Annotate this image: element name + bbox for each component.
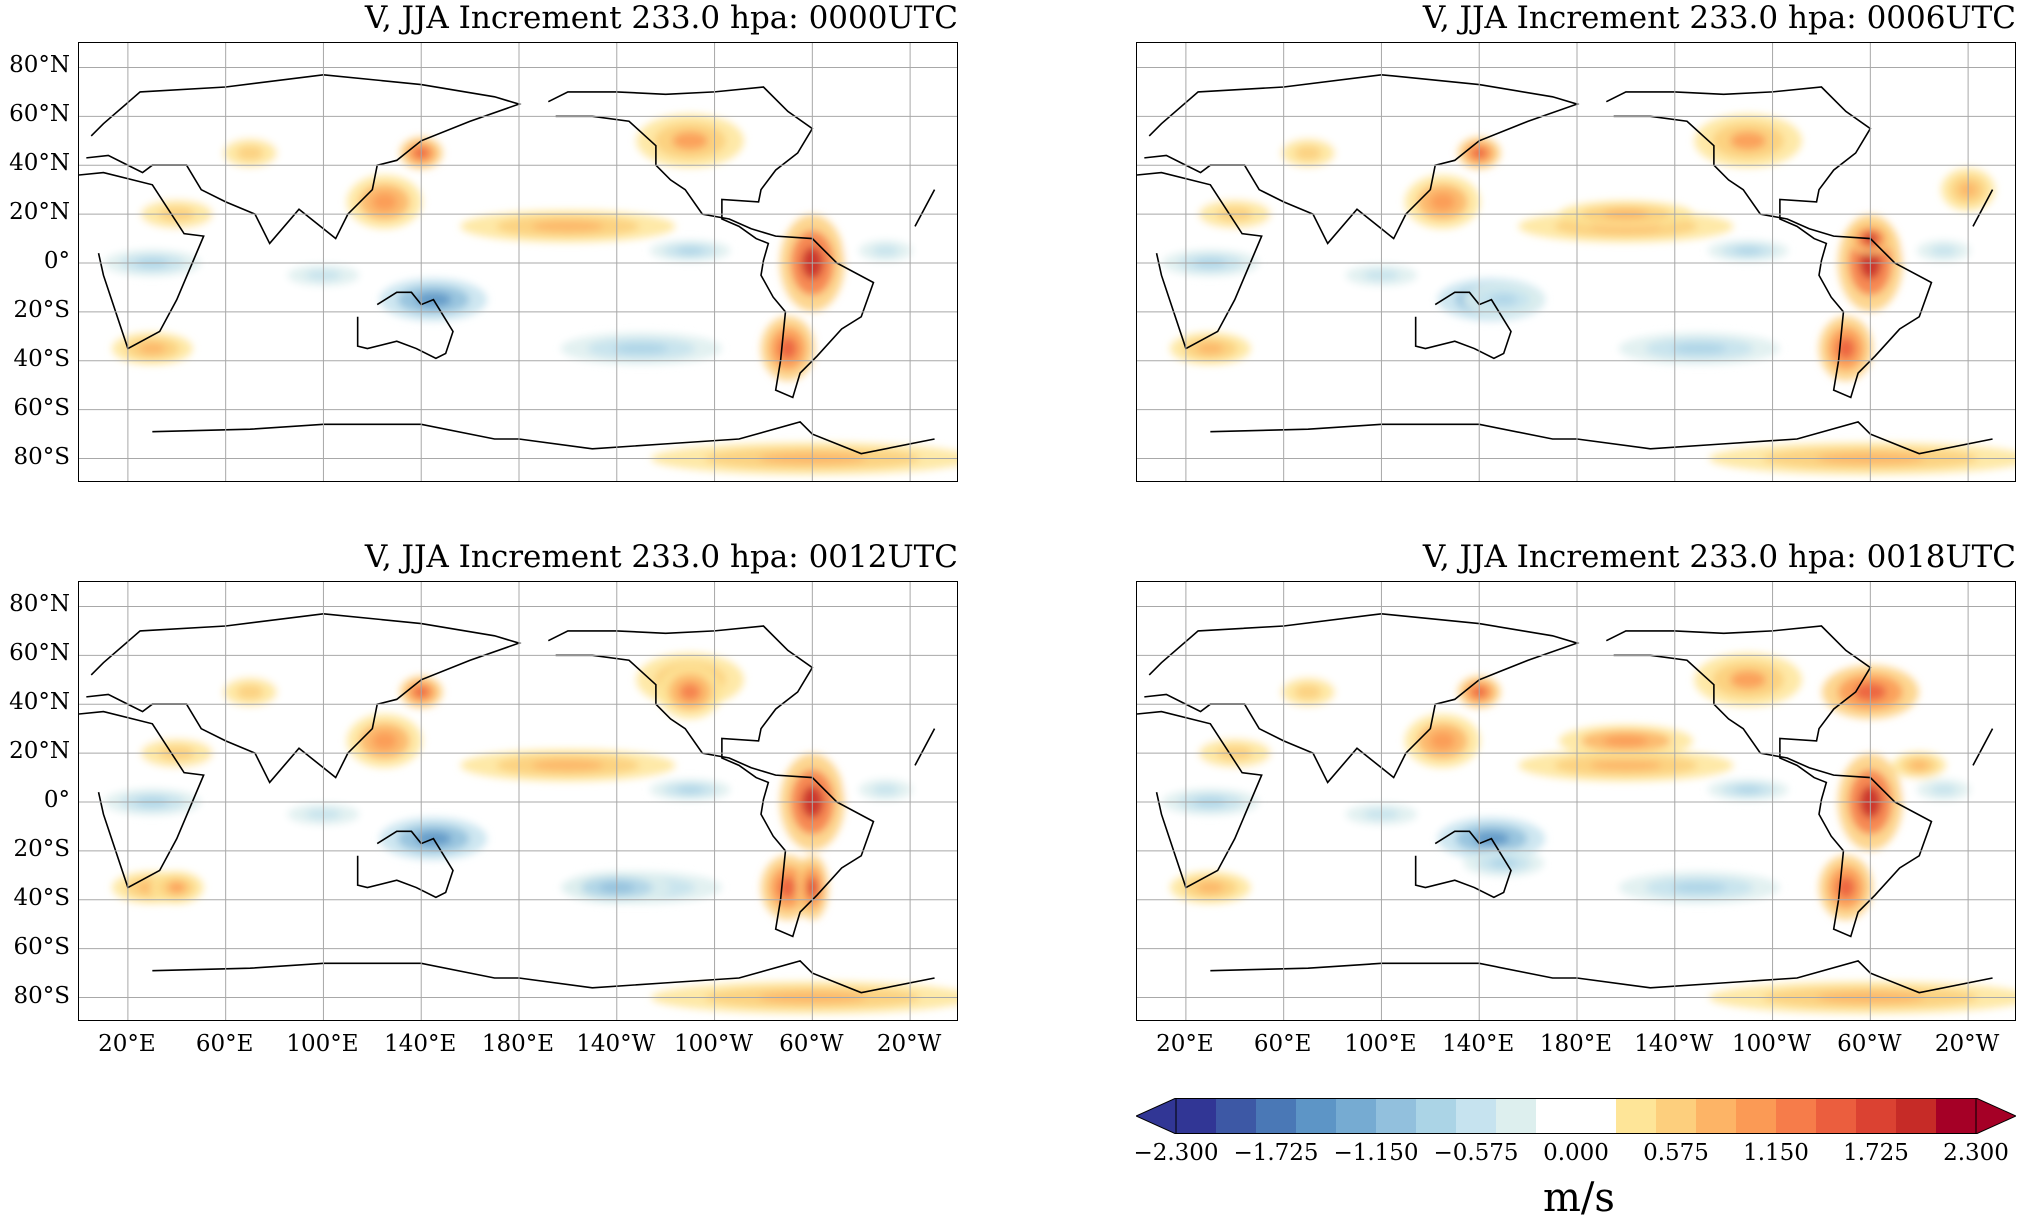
colorbar-segment: [1256, 1098, 1297, 1134]
colorbar-segment: [1896, 1098, 1937, 1134]
lat-tick-label: 40°S: [13, 345, 70, 372]
lon-tick-label: 140°W: [576, 1031, 656, 1057]
lon-tick-label: 60°W: [1837, 1031, 1902, 1057]
anomaly-field: [103, 652, 957, 1014]
colorbar-segment: [1336, 1098, 1377, 1134]
lon-tick-label: 20°E: [1156, 1031, 1214, 1057]
colorbar-segment: [1816, 1098, 1857, 1134]
lon-tick-label: 100°E: [1344, 1031, 1417, 1057]
colorbar-tick-label: 0.575: [1643, 1140, 1709, 1166]
lat-tick-label: 40°S: [13, 884, 70, 911]
lat-tick-label: 20°S: [13, 835, 70, 862]
lat-tick-label: 80°S: [13, 443, 70, 470]
colorbar-scale: [1134, 1097, 2018, 1135]
lon-tick-label: 140°W: [1634, 1031, 1714, 1057]
panel-title: V, JJA Increment 233.0 hpa: 0012UTC: [364, 539, 958, 575]
gridlines: [79, 43, 957, 481]
colorbar-segment: [1656, 1098, 1697, 1134]
colorbar-segment: [1576, 1098, 1617, 1134]
lat-tick-label: 60°S: [13, 394, 70, 421]
lon-tick-label: 20°E: [98, 1031, 156, 1057]
lat-tick-label: 20°S: [13, 296, 70, 323]
colorbar-segment: [1216, 1098, 1257, 1134]
panel-title: V, JJA Increment 233.0 hpa: 0006UTC: [1422, 0, 2016, 36]
anomaly-field: [1161, 113, 2015, 475]
lat-tick-label: 80°N: [9, 591, 70, 618]
lat-tick-label: 0°: [43, 248, 70, 274]
lat-tick-label: 40°N: [9, 150, 70, 177]
lon-tick-label: 140°E: [1442, 1031, 1515, 1057]
colorbar-units: m/s: [1543, 1175, 1615, 1221]
map-area: [78, 42, 958, 482]
map-panel-0000utc: V, JJA Increment 233.0 hpa: 0000UTC 80°N…: [9, 0, 958, 482]
map-canvas: [79, 582, 957, 1020]
lat-tick-label: 60°N: [9, 640, 70, 667]
gridlines: [1137, 43, 2015, 481]
colorbar-segment: [1496, 1098, 1537, 1134]
colorbar-segment: [1736, 1098, 1777, 1134]
lon-tick-label: 60°E: [1253, 1031, 1312, 1057]
lon-tick-label: 180°E: [481, 1031, 555, 1057]
colorbar-tick-label: −2.300: [1133, 1140, 1219, 1166]
lon-tick-label: 100°E: [286, 1031, 359, 1057]
map-area: [1136, 581, 2016, 1021]
colorbar-tick-label: 1.725: [1843, 1140, 1909, 1166]
anomaly-field: [103, 113, 957, 475]
colorbar-max-extend: [1975, 1097, 2018, 1135]
lon-tick-label: 100°W: [674, 1031, 754, 1057]
colorbar-tick-label: 1.150: [1743, 1140, 1809, 1166]
colorbar-tick-label: −1.150: [1333, 1140, 1419, 1166]
colorbar-segment: [1616, 1098, 1657, 1134]
colorbar-segment: [1936, 1098, 1977, 1134]
lon-tick-label: 60°W: [779, 1031, 844, 1057]
colorbar-tick-label: −0.575: [1433, 1140, 1519, 1166]
colorbar-segment: [1696, 1098, 1737, 1134]
map-panel-0006utc: V, JJA Increment 233.0 hpa: 0006UTC: [1136, 0, 2016, 482]
lat-tick-label: 60°N: [9, 101, 70, 128]
coastlines: [79, 73, 947, 455]
colorbar-segment: [1176, 1098, 1217, 1134]
lat-tick-label: 60°S: [13, 933, 70, 960]
map-canvas: [1137, 582, 2015, 1020]
lon-tick-label: 20°W: [1934, 1031, 2000, 1057]
colorbar-tick-label: 2.300: [1943, 1140, 2009, 1166]
colorbar-segment: [1416, 1098, 1457, 1134]
anomaly-field: [1161, 652, 2015, 1014]
colorbar: [1134, 1097, 2018, 1135]
panel-title: V, JJA Increment 233.0 hpa: 0018UTC: [1422, 539, 2016, 575]
colorbar-tick-label: −1.725: [1233, 1140, 1319, 1166]
gridlines: [1137, 582, 2015, 1020]
map-panel-0018utc: V, JJA Increment 233.0 hpa: 0018UTC 20°E…: [1136, 539, 2016, 1057]
lon-tick-label: 20°W: [876, 1031, 942, 1057]
colorbar-segment: [1456, 1098, 1497, 1134]
map-canvas: [1137, 43, 2015, 481]
map-area: [1136, 42, 2016, 482]
lon-tick-label: 180°E: [1539, 1031, 1613, 1057]
lon-tick-label: 60°E: [195, 1031, 254, 1057]
map-panel-0012utc: V, JJA Increment 233.0 hpa: 0012UTC 80°N…: [9, 539, 958, 1057]
colorbar-segment: [1296, 1098, 1337, 1134]
panel-title: V, JJA Increment 233.0 hpa: 0000UTC: [364, 0, 958, 36]
colorbar-segment: [1536, 1098, 1577, 1134]
colorbar-min-extend: [1134, 1097, 1177, 1135]
gridlines: [79, 582, 957, 1020]
map-area: [78, 581, 958, 1021]
colorbar-segment: [1776, 1098, 1817, 1134]
lat-tick-label: 80°S: [13, 982, 70, 1009]
lat-tick-label: 0°: [43, 787, 70, 813]
colorbar-segment: [1376, 1098, 1417, 1134]
lat-tick-label: 80°N: [9, 52, 70, 79]
lat-tick-label: 20°N: [9, 738, 70, 765]
lat-tick-label: 20°N: [9, 199, 70, 226]
map-canvas: [79, 43, 957, 481]
lat-tick-label: 40°N: [9, 689, 70, 716]
lon-tick-label: 100°W: [1732, 1031, 1812, 1057]
colorbar-tick-label: 0.000: [1543, 1140, 1609, 1166]
colorbar-segment: [1856, 1098, 1897, 1134]
lon-tick-label: 140°E: [384, 1031, 457, 1057]
